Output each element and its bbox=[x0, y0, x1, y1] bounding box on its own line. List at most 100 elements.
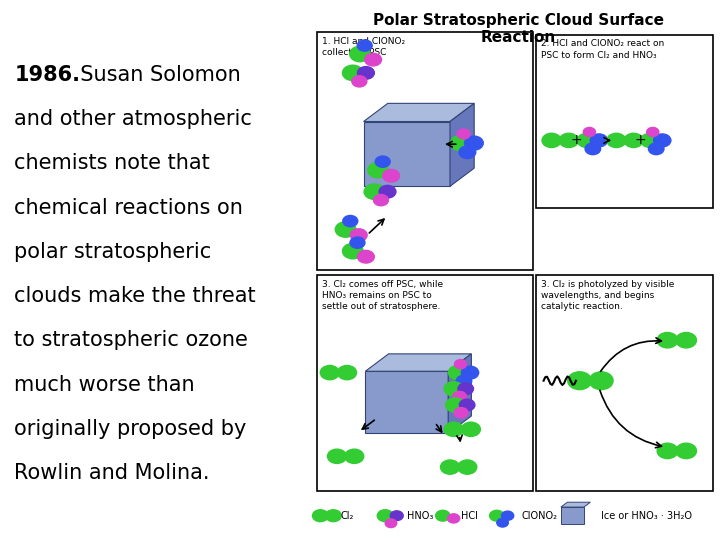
Text: chemists note that: chemists note that bbox=[14, 153, 210, 173]
Bar bbox=[317, 32, 533, 270]
Text: 3. Cl₂ comes off PSC, while
HNO₃ remains on PSC to
settle out of stratosphere.: 3. Cl₂ comes off PSC, while HNO₃ remains… bbox=[322, 280, 443, 311]
Circle shape bbox=[441, 460, 459, 474]
Circle shape bbox=[385, 519, 397, 528]
Text: polar stratospheric: polar stratospheric bbox=[14, 242, 212, 262]
Circle shape bbox=[377, 510, 393, 522]
Circle shape bbox=[458, 383, 474, 395]
Bar bbox=[536, 35, 713, 208]
Circle shape bbox=[647, 127, 659, 137]
Circle shape bbox=[559, 133, 578, 147]
Circle shape bbox=[436, 510, 450, 521]
Text: clouds make the threat: clouds make the threat bbox=[14, 286, 256, 306]
Text: 2. HCl and ClONO₂ react on
PSC to form Cl₂ and HNO₃: 2. HCl and ClONO₂ react on PSC to form C… bbox=[541, 39, 665, 59]
Circle shape bbox=[577, 133, 596, 147]
Polygon shape bbox=[365, 354, 472, 372]
Circle shape bbox=[641, 133, 660, 147]
Text: HCl: HCl bbox=[461, 511, 477, 521]
Polygon shape bbox=[450, 103, 474, 186]
Circle shape bbox=[657, 443, 678, 458]
Text: to stratospheric ozone: to stratospheric ozone bbox=[14, 330, 248, 350]
Circle shape bbox=[607, 133, 626, 147]
Polygon shape bbox=[561, 502, 590, 507]
Circle shape bbox=[453, 392, 467, 402]
Circle shape bbox=[357, 40, 372, 51]
Circle shape bbox=[454, 360, 467, 369]
Circle shape bbox=[325, 510, 341, 522]
Circle shape bbox=[501, 511, 513, 521]
Circle shape bbox=[444, 422, 463, 436]
Circle shape bbox=[451, 136, 471, 151]
Bar bbox=[561, 507, 584, 524]
Bar bbox=[317, 275, 533, 491]
Text: 1986.: 1986. bbox=[14, 65, 81, 85]
Circle shape bbox=[654, 134, 671, 147]
Circle shape bbox=[462, 422, 480, 436]
Circle shape bbox=[374, 194, 389, 206]
Text: +: + bbox=[635, 133, 647, 147]
Circle shape bbox=[379, 185, 396, 198]
Circle shape bbox=[624, 133, 643, 147]
Circle shape bbox=[583, 127, 595, 137]
Circle shape bbox=[350, 237, 365, 248]
Circle shape bbox=[446, 398, 464, 412]
Circle shape bbox=[383, 170, 400, 182]
Circle shape bbox=[338, 366, 356, 380]
Text: ClONO₂: ClONO₂ bbox=[522, 511, 558, 521]
Circle shape bbox=[358, 251, 374, 263]
Polygon shape bbox=[448, 354, 472, 433]
Circle shape bbox=[350, 46, 370, 62]
Circle shape bbox=[459, 399, 475, 411]
Circle shape bbox=[676, 333, 696, 348]
Circle shape bbox=[448, 514, 460, 523]
Circle shape bbox=[320, 366, 339, 380]
Circle shape bbox=[657, 333, 678, 348]
Circle shape bbox=[589, 372, 613, 390]
Text: Ice or HNO₃ · 3H₂O: Ice or HNO₃ · 3H₂O bbox=[601, 511, 692, 521]
Text: +: + bbox=[570, 133, 582, 147]
Circle shape bbox=[364, 184, 384, 199]
Circle shape bbox=[343, 244, 363, 259]
Circle shape bbox=[458, 460, 477, 474]
Bar bbox=[364, 122, 450, 186]
Bar bbox=[536, 275, 713, 491]
Text: 1. HCl and ClONO₂
collect on PSC: 1. HCl and ClONO₂ collect on PSC bbox=[322, 37, 405, 57]
Text: much worse than: much worse than bbox=[14, 375, 195, 395]
Circle shape bbox=[676, 443, 696, 458]
Text: Susan Solomon: Susan Solomon bbox=[67, 65, 240, 85]
Circle shape bbox=[464, 136, 483, 150]
Text: Reaction: Reaction bbox=[481, 30, 556, 45]
Circle shape bbox=[368, 163, 388, 178]
Text: Rowlin and Molina.: Rowlin and Molina. bbox=[14, 463, 210, 483]
Circle shape bbox=[590, 134, 608, 147]
Circle shape bbox=[454, 408, 468, 418]
Bar bbox=[365, 372, 448, 433]
Circle shape bbox=[649, 143, 664, 154]
Text: and other atmospheric: and other atmospheric bbox=[14, 109, 252, 129]
Circle shape bbox=[351, 229, 367, 241]
Circle shape bbox=[390, 511, 403, 521]
Circle shape bbox=[358, 66, 374, 79]
Circle shape bbox=[375, 156, 390, 167]
Circle shape bbox=[567, 372, 591, 390]
Circle shape bbox=[585, 143, 600, 154]
Text: HNO₃: HNO₃ bbox=[407, 511, 433, 521]
Text: Polar Stratospheric Cloud Surface: Polar Stratospheric Cloud Surface bbox=[373, 14, 664, 29]
Circle shape bbox=[462, 366, 479, 379]
Text: 3. Cl₂ is photolyzed by visible
wavelengths, and begins
catalytic reaction.: 3. Cl₂ is photolyzed by visible waveleng… bbox=[541, 280, 675, 311]
Text: Cl₂: Cl₂ bbox=[341, 511, 354, 521]
Circle shape bbox=[497, 518, 508, 527]
Circle shape bbox=[343, 65, 363, 80]
Circle shape bbox=[365, 53, 382, 66]
Circle shape bbox=[343, 215, 358, 227]
Circle shape bbox=[490, 510, 504, 521]
Circle shape bbox=[457, 129, 470, 139]
Text: originally proposed by: originally proposed by bbox=[14, 419, 247, 439]
Circle shape bbox=[459, 146, 476, 159]
Circle shape bbox=[456, 375, 472, 387]
Circle shape bbox=[312, 510, 328, 522]
Polygon shape bbox=[364, 103, 474, 122]
Text: chemical reactions on: chemical reactions on bbox=[14, 198, 243, 218]
Circle shape bbox=[336, 222, 356, 237]
Circle shape bbox=[328, 449, 346, 463]
Circle shape bbox=[542, 133, 561, 147]
